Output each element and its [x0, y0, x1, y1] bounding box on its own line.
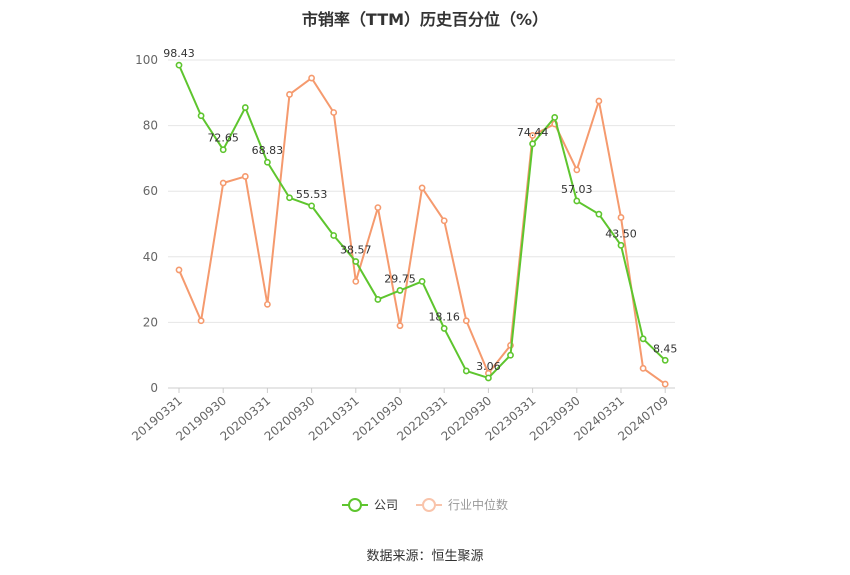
company-data-label: 38.57: [340, 243, 372, 256]
industry-data-point: [352, 277, 360, 285]
company-data-point: [462, 367, 470, 375]
company-data-label: 3.06: [476, 360, 501, 373]
company-data-point: [241, 104, 249, 111]
company-data-label: 98.43: [163, 47, 195, 60]
industry-data-point: [396, 322, 404, 330]
company-data-label: 29.75: [384, 272, 416, 285]
industry-data-point: [330, 109, 338, 116]
industry-data-point: [462, 317, 470, 325]
company-data-label: 68.83: [252, 144, 284, 157]
industry-data-point: [374, 204, 382, 211]
legend-industry-label: 行业中位数: [448, 498, 509, 512]
company-data-point: [330, 232, 338, 239]
industry-data-point: [617, 214, 625, 221]
y-tick-label: 100: [135, 53, 158, 67]
legend-industry-marker-icon: [416, 497, 442, 512]
industry-data-point: [263, 300, 271, 308]
company-data-point: [661, 356, 669, 364]
industry-data-point: [219, 179, 227, 187]
company-data-label: 55.53: [296, 188, 328, 201]
industry-data-point: [661, 380, 669, 388]
company-data-point: [219, 146, 227, 154]
axis-layer: 0204060801002019033120190930202003312020…: [129, 53, 671, 444]
industry-data-point: [241, 173, 249, 180]
company-data-point: [352, 258, 360, 265]
company-data-point: [374, 296, 382, 303]
legend-company-marker-icon: [341, 497, 368, 512]
company-data-point: [484, 374, 492, 382]
company-data-point: [263, 158, 271, 166]
company-data-point: [573, 197, 581, 205]
company-data-point: [529, 140, 536, 148]
company-data-point: [197, 112, 205, 120]
company-data-label: 72.65: [207, 132, 239, 145]
company-data-point: [551, 114, 559, 121]
industry-data-point: [639, 364, 647, 372]
company-series-line: [178, 64, 666, 379]
industry-data-point: [175, 266, 183, 274]
legend-item-industry[interactable]: 行业中位数: [416, 496, 508, 513]
line-chart: 0204060801002019033120190930202003312020…: [129, 47, 677, 444]
series-layer: [175, 61, 669, 388]
legend-item-company[interactable]: 公司: [341, 496, 398, 513]
legend-company-label: 公司: [373, 498, 398, 512]
company-data-label: 57.03: [561, 183, 593, 196]
company-data-point: [440, 325, 448, 332]
y-tick-label: 20: [143, 315, 158, 329]
industry-data-point: [197, 317, 205, 325]
company-data-point: [617, 241, 625, 249]
company-data-label: 43.50: [605, 227, 637, 240]
company-data-point: [639, 335, 647, 343]
data-label-layer: 98.43 72.65 68.83 55.53 38.57 29.75 18.16 3.06 7…: [163, 47, 677, 373]
company-data-point: [418, 277, 426, 285]
data-source: 数据来源：恒生聚源: [366, 549, 484, 564]
y-tick-label: 80: [143, 119, 158, 133]
y-tick-label: 40: [143, 250, 158, 264]
company-data-point: [175, 61, 183, 69]
industry-data-point: [573, 166, 581, 174]
company-data-point: [507, 351, 514, 359]
legend: 公司 行业中位数: [0, 496, 850, 513]
y-tick-label: 60: [143, 184, 158, 198]
company-data-label: 8.45: [653, 342, 678, 355]
industry-data-point: [529, 132, 536, 139]
industry-data-point: [418, 184, 426, 192]
company-data-point: [396, 287, 404, 294]
y-tick-label: 0: [150, 381, 158, 395]
company-data-label: 74.44: [517, 126, 549, 139]
industry-data-point: [308, 74, 315, 82]
industry-data-point: [286, 91, 293, 98]
company-data-point: [286, 194, 293, 202]
company-data-label: 18.16: [428, 310, 460, 323]
company-data-point: [308, 202, 315, 210]
industry-data-point: [440, 217, 448, 225]
company-data-point: [595, 210, 603, 218]
chart-title: 市销率（TTM）历史百分位（%）: [301, 10, 549, 29]
industry-data-point: [595, 97, 603, 105]
